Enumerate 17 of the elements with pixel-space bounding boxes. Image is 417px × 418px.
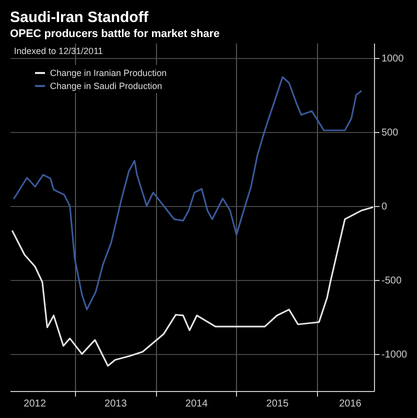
x-tick-label: 2014: [185, 398, 208, 410]
y-tick-label: -500: [382, 275, 402, 286]
chart-title: Saudi-Iran Standoff: [10, 9, 150, 26]
legend-label: Change in Saudi Production: [50, 81, 162, 91]
chart-subtitle: OPEC producers battle for market share: [10, 28, 220, 40]
x-tick-label: 2015: [266, 398, 289, 410]
annotation: Indexed to 12/31/2011: [14, 46, 103, 56]
x-tick-label: 2013: [104, 398, 128, 410]
y-tick-label: 0: [382, 201, 388, 212]
line-series: [13, 76, 362, 310]
y-tick-label: 500: [382, 127, 399, 138]
x-tick-label: 2012: [24, 398, 46, 410]
x-tick-label: 2016: [339, 398, 362, 410]
y-tick-label: 1000: [382, 53, 404, 64]
y-tick-label: -1000: [382, 349, 408, 360]
legend-label: Change in Iranian Production: [50, 68, 167, 78]
line-series: [12, 206, 374, 367]
